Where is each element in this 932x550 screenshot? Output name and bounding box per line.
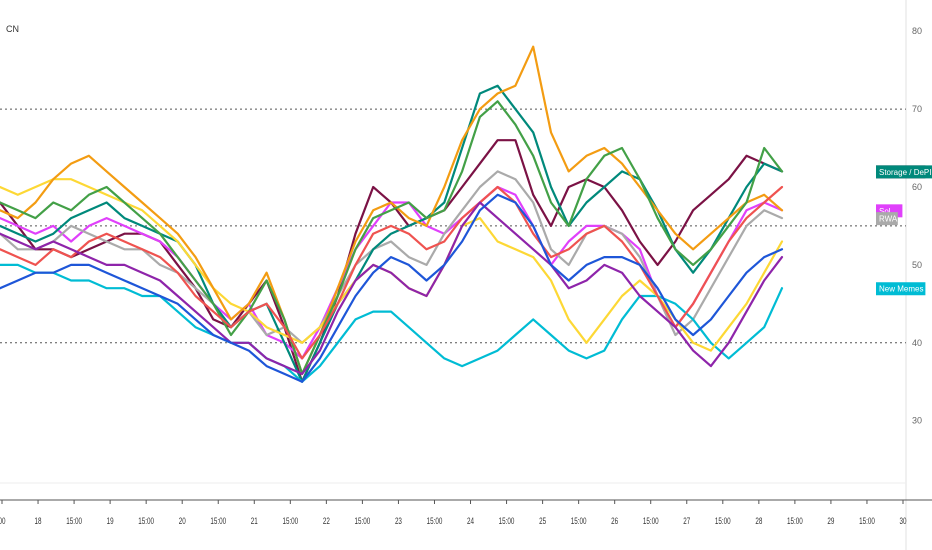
series-line-red [0, 185, 784, 360]
x-tick-label: 15:00 [571, 516, 587, 526]
x-tick-label: 15:00 [282, 516, 298, 526]
x-tick-label: 27 [683, 516, 690, 526]
series-line-green [0, 100, 784, 375]
x-tick-label: 15:00 [859, 516, 875, 526]
series-tag-label: Storage / DePIN [879, 168, 932, 177]
x-tick-label: 29 [827, 516, 834, 526]
x-axis-ticks: 00 18 15:00 19 15:00 20 15:00 21 15:00 22 15:00 23 1… [0, 500, 906, 526]
x-tick-label: 15:00 [66, 516, 82, 526]
x-tick-label: 15:00 [138, 516, 154, 526]
x-tick-label: 15:00 [499, 516, 515, 526]
series-tag-bg [876, 212, 898, 226]
y-tick-label: 30 [912, 416, 922, 426]
x-tick-label: 25 [539, 516, 546, 526]
y-axis-ticks: 30 40 50 60 70 80 [912, 26, 922, 426]
x-tick-label: 15:00 [355, 516, 371, 526]
x-tick-label: 15:00 [427, 516, 443, 526]
chart-title: CN [6, 24, 19, 34]
series-line-storage-depin [0, 84, 784, 383]
series-tag-bg [876, 165, 932, 179]
series-line-new-memes [0, 263, 784, 383]
series-tag-label: Sol. [879, 207, 893, 216]
x-tick-label: 15:00 [210, 516, 226, 526]
x-tick-label: 18 [35, 516, 42, 526]
x-tick-label: 26 [611, 516, 618, 526]
x-tick-label: 21 [251, 516, 258, 526]
y-tick-label: 60 [912, 182, 922, 192]
series-tag-bg [876, 282, 926, 296]
x-tick-label: 15:00 [715, 516, 731, 526]
series-line-purple [0, 201, 784, 375]
series-lines [0, 45, 784, 383]
series-line-blue [0, 193, 784, 383]
series-line-rwa [0, 170, 784, 344]
series-tag-label: New Memes [879, 285, 923, 294]
x-tick-label: 15:00 [787, 516, 803, 526]
x-tick-label: 28 [755, 516, 762, 526]
y-tick-label: 80 [912, 26, 922, 36]
series-tag-label: RWA [879, 215, 898, 224]
x-tick-label: 24 [467, 516, 475, 526]
y-tick-label: 70 [912, 104, 922, 114]
y-tick-label: 40 [912, 338, 922, 348]
y-tick-label: 50 [912, 260, 922, 270]
x-tick-label: 20 [179, 516, 186, 526]
x-tick-label: 22 [323, 516, 330, 526]
x-tick-label: 23 [395, 516, 402, 526]
x-tick-label: 00 [0, 516, 5, 526]
x-tick-label: 30 [900, 516, 907, 526]
x-tick-label: 19 [107, 516, 114, 526]
x-tick-label: 15:00 [643, 516, 659, 526]
